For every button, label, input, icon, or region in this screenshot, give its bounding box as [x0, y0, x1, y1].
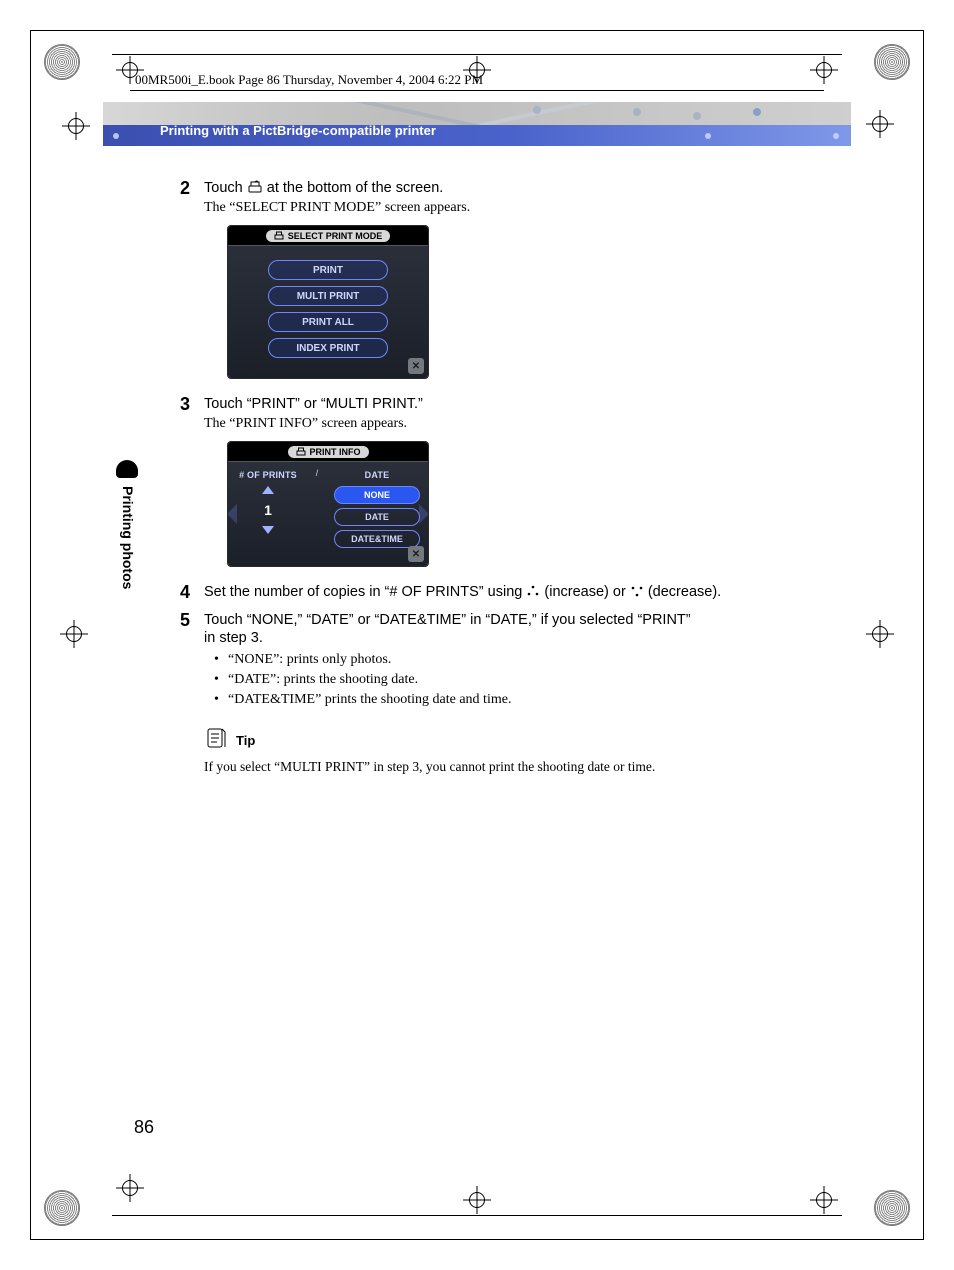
option-print-all[interactable]: PRINT ALL: [268, 312, 388, 332]
reg-mark: [62, 112, 90, 140]
step-head: Set the number of copies in “# OF PRINTS…: [204, 584, 834, 600]
file-header-line: 00MR500i_E.book Page 86 Thursday, Novemb…: [135, 72, 483, 90]
page-number: 86: [134, 1117, 154, 1138]
option-multi-print[interactable]: MULTI PRINT: [268, 286, 388, 306]
step-head-line1: Touch “NONE,” “DATE” or “DATE&TIME” in “…: [204, 612, 834, 628]
printer-icon: [296, 447, 306, 457]
file-header-underline: [130, 90, 824, 91]
ui-select-print-mode: SELECT PRINT MODE PRINT MULTI PRINT PRIN…: [228, 226, 428, 378]
step-sub: The “SELECT PRINT MODE” screen appears.: [204, 200, 834, 216]
decrease-icon[interactable]: [262, 526, 274, 534]
prints-spinner: 1: [236, 486, 300, 534]
ui-header-chip: PRINT INFO: [288, 446, 369, 458]
press-globe-tr: [874, 44, 910, 80]
press-globe-br: [874, 1190, 910, 1226]
increase-icon[interactable]: [262, 486, 274, 494]
step2-text-after: at the bottom of the screen.: [267, 180, 444, 196]
step4-mid: (increase) or: [544, 584, 629, 600]
chapter-side-tab: Printing photos: [118, 472, 138, 622]
step4-after: (decrease).: [648, 584, 721, 600]
increase-dots-icon: [526, 585, 540, 597]
reg-mark: [116, 1174, 144, 1202]
page-content: 2 Touch at the bottom of the screen. The…: [180, 180, 834, 787]
step-number: 3: [180, 394, 190, 415]
tip-text: If you select “MULTI PRINT” in step 3, y…: [204, 759, 834, 775]
note-icon: [204, 726, 228, 755]
bullet-item: “DATE”: prints the shooting date.: [214, 672, 834, 688]
ui-print-info: PRINT INFO # OF PRINTS 1 /: [228, 442, 428, 566]
option-datetime[interactable]: DATE&TIME: [334, 530, 420, 548]
option-date[interactable]: DATE: [334, 508, 420, 526]
decrease-dots-icon: [630, 585, 644, 597]
step-head: Touch at the bottom of the screen.: [204, 180, 834, 196]
step2-text-before: Touch: [204, 180, 247, 196]
reg-mark: [866, 620, 894, 648]
reg-mark: [866, 110, 894, 138]
crop-line-top: [112, 54, 842, 55]
step-4: 4 Set the number of copies in “# OF PRIN…: [180, 584, 834, 600]
ui-header-title: PRINT INFO: [310, 447, 361, 457]
banner-title: Printing with a PictBridge-compatible pr…: [160, 123, 436, 138]
crop-line-bottom: [112, 1215, 842, 1216]
tip-label: Tip: [236, 733, 255, 748]
press-globe-tl: [44, 44, 80, 80]
print-mode-icon: [247, 180, 263, 194]
step-5: 5 Touch “NONE,” “DATE” or “DATE&TIME” in…: [180, 612, 834, 775]
tip-row: Tip: [204, 726, 834, 755]
close-icon[interactable]: [408, 358, 424, 374]
step-3: 3 Touch “PRINT” or “MULTI PRINT.” The “P…: [180, 396, 834, 566]
bullet-item: “DATE&TIME” prints the shooting date and…: [214, 692, 834, 708]
reg-mark: [463, 1186, 491, 1214]
step-sub: The “PRINT INFO” screen appears.: [204, 416, 834, 432]
step-head: Touch “PRINT” or “MULTI PRINT.”: [204, 396, 834, 412]
ui-header-title: SELECT PRINT MODE: [288, 231, 383, 241]
option-print[interactable]: PRINT: [268, 260, 388, 280]
option-none[interactable]: NONE: [334, 486, 420, 504]
reg-mark: [810, 1186, 838, 1214]
printer-icon: [274, 231, 284, 241]
reg-mark: [60, 620, 88, 648]
next-arrow-icon[interactable]: [419, 504, 428, 524]
bullet-item: “NONE”: prints only photos.: [214, 652, 834, 668]
reg-mark: [810, 56, 838, 84]
date-label: DATE: [334, 470, 420, 480]
option-index-print[interactable]: INDEX PRINT: [268, 338, 388, 358]
prints-value: 1: [264, 502, 272, 518]
step-2: 2 Touch at the bottom of the screen. The…: [180, 180, 834, 378]
step4-before: Set the number of copies in “# OF PRINTS…: [204, 584, 526, 600]
chapter-side-label: Printing photos: [120, 486, 136, 589]
close-icon[interactable]: [408, 546, 424, 562]
step-number: 2: [180, 178, 190, 199]
step-number: 5: [180, 610, 190, 631]
prints-label: # OF PRINTS: [239, 470, 297, 480]
step-head-line2: in step 3.: [204, 630, 834, 646]
press-globe-bl: [44, 1190, 80, 1226]
prev-arrow-icon[interactable]: [228, 504, 237, 524]
step5-bullets: “NONE”: prints only photos. “DATE”: prin…: [214, 652, 834, 708]
ui-header-chip: SELECT PRINT MODE: [266, 230, 391, 242]
column-separator: /: [316, 468, 319, 478]
step-number: 4: [180, 582, 190, 603]
